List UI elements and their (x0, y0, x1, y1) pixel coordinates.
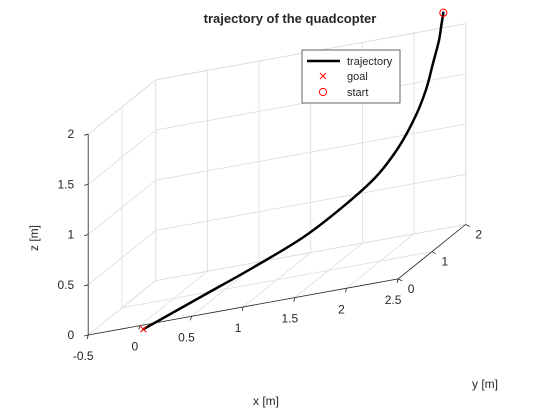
legend-goal-label: goal (347, 71, 368, 83)
y-tick-label: 2 (475, 228, 482, 242)
legend-box (301, 49, 401, 104)
y-tick (397, 278, 403, 282)
x-tick (396, 278, 399, 283)
grid-line-z-side (87, 129, 157, 185)
plot-data (140, 8, 448, 333)
legend-start-label: start (347, 87, 368, 99)
z-tick-label: 0.5 (58, 278, 75, 292)
chart-title: trajectory of the quadcopter (204, 11, 377, 26)
z-tick (84, 334, 89, 337)
z-tick-label: 2 (68, 127, 75, 141)
y-axis-label: y [m] (472, 377, 498, 391)
grid-line-z-side (87, 179, 157, 235)
x-tick (190, 316, 192, 321)
grid-line-z-side (87, 280, 157, 336)
z-tick (84, 184, 89, 186)
z-axis-label: z [m] (27, 225, 41, 251)
z-tick (84, 133, 89, 136)
x-tick-label: 1 (235, 321, 242, 335)
x-tick (138, 325, 141, 330)
tick-labels: -0.5 0 0.5 1 1.5 2 2.5 0 1 2 0 0.5 1 1.5 2 (58, 127, 483, 363)
x-tick (86, 334, 89, 340)
grid-line-z-back (155, 224, 466, 281)
x-tick-label: 2 (338, 302, 345, 316)
y-tick-label: 1 (442, 255, 449, 269)
grid-line-z-back (155, 173, 466, 231)
y-tick (431, 251, 437, 255)
z-tick (84, 234, 89, 236)
x-tick (293, 297, 296, 302)
x-tick-label: -0.5 (73, 349, 94, 363)
z-tick (84, 284, 89, 287)
z-tick-label: 1 (68, 228, 75, 242)
axes (84, 133, 470, 340)
x-tick-label: 0.5 (178, 330, 195, 344)
x-tick-label: 0 (132, 340, 139, 354)
grid-line-z-back (155, 123, 466, 181)
x-axis-label: x [m] (253, 394, 279, 408)
y-tick (465, 224, 470, 227)
legend-goal-swatch (319, 72, 327, 80)
x-tick-label: 1.5 (281, 312, 298, 326)
goal-marker (140, 325, 147, 333)
x-tick (345, 288, 347, 293)
z-tick-label: 1.5 (58, 177, 75, 191)
x-tick-label: 2.5 (385, 293, 402, 307)
start-marker (439, 8, 448, 17)
legend-trajectory-label: trajectory (347, 56, 393, 68)
legend: trajectory goal start (301, 49, 401, 104)
y-tick-label: 0 (408, 282, 415, 296)
goal-marker-stroke (140, 325, 147, 333)
grid-line-y-floor (121, 251, 432, 309)
legend-start-swatch (318, 87, 328, 97)
x-tick (241, 306, 244, 312)
trajectory-line (142, 11, 445, 331)
z-tick-label: 0 (68, 328, 75, 342)
grid-line-z-side (87, 230, 157, 286)
panel-edge (87, 79, 157, 135)
